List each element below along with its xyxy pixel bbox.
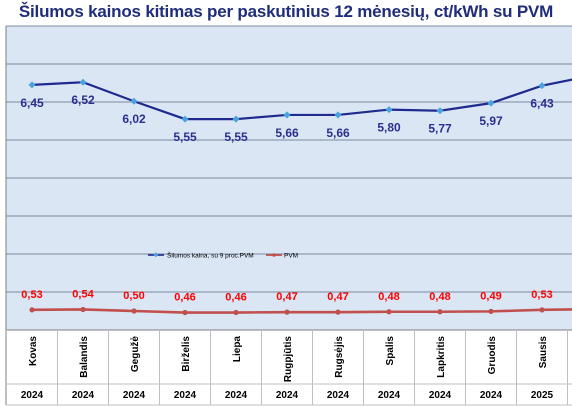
category-labels: Kovas 2024 Balandis 2024 Gegužė 2024 Birželis 2… [21,336,554,401]
data-point [334,111,342,119]
data-point [80,306,86,313]
data-label: 0,50 [123,290,144,302]
year-label: 2024 [174,390,197,401]
data-label: 5,80 [377,121,401,135]
data-label: 5,77 [428,122,452,136]
data-point [232,115,240,123]
data-label: 0,46 [174,292,195,304]
year-label: 2025 [531,390,554,401]
x-tick-label: Spalis [385,336,396,366]
year-label: 2024 [378,390,401,401]
legend-label-heat-price: Šilumos kaina, su 9 proc.PVM [167,251,254,260]
data-point [488,308,494,314]
data-point [437,309,443,315]
data-label: 0,47 [327,291,348,303]
data-point [386,309,392,315]
data-point [436,107,444,115]
data-point [284,309,290,315]
data-label: 0,53 [21,289,42,301]
legend-marker [272,253,276,257]
year-label: 2024 [429,390,452,401]
x-tick-label: Balandis [79,336,90,378]
x-tick-label: Gruodis [487,336,498,375]
series-vat: 0,53 0,54 0,50 0,46 0,46 0,47 0,47 0,48 0,48 0,49… [21,288,572,316]
data-point [539,307,545,313]
year-label: 2024 [123,390,146,401]
data-label: 0,47 [276,291,297,303]
data-point [29,307,35,313]
year-label: 2024 [327,390,350,401]
data-label: 5,55 [173,130,197,144]
data-label: 5,66 [326,126,350,140]
x-tick-label: Rugsėjis [334,336,345,378]
legend: Šilumos kaina, su 9 proc.PVM PVM [148,251,298,260]
data-point [130,97,138,105]
data-label: 0,48 [378,291,399,303]
data-label: 0,48 [429,291,450,303]
x-tick-label: Lapkritis [436,336,447,378]
data-point [131,308,137,314]
data-point [335,309,341,315]
data-label: 0,46 [225,292,246,304]
x-tick-label: Rugpjūtis [283,336,294,383]
data-label: 6,45 [20,96,44,110]
data-label: 0,49 [480,290,501,302]
x-tick-label: Birželis [181,336,192,372]
data-label: 0,54 [72,288,94,300]
data-point [385,106,393,114]
data-label: 5,97 [479,114,503,128]
data-label: 6,02 [122,112,146,126]
series-layer: 6,45 6,52 6,02 5,55 5,55 5,66 5,66 5,80 5,77 5,97… [20,78,572,316]
x-tick-label: Sausis [538,336,549,369]
x-tick-label: Gegužė [130,336,141,373]
year-label: 2024 [480,390,503,401]
data-point [487,99,495,107]
data-point [181,115,189,123]
year-label: 2024 [276,390,299,401]
data-label: 5,55 [224,130,248,144]
series-line [31,308,572,314]
axis-lines [5,26,572,406]
data-point [182,309,188,316]
legend-label-vat: PVM [284,253,298,260]
x-tick-label: Liepa [232,336,243,363]
chart-title: Šilumos kainos kitimas per paskutinius 1… [18,2,554,21]
data-label: 6,43 [530,97,554,111]
year-label: 2024 [21,390,44,401]
year-label: 2024 [72,390,95,401]
x-tick-label: Kovas [28,336,39,366]
series-heat-price: 6,45 6,52 6,02 5,55 5,55 5,66 5,66 5,80 5,77 5,97… [20,78,572,144]
data-label: 5,66 [275,126,299,140]
series-line [31,78,572,121]
data-point [233,309,239,316]
data-point [283,111,291,119]
data-point [538,82,546,90]
data-label: 0,53 [531,289,552,301]
legend-marker [153,252,159,258]
data-point [79,78,87,86]
year-label: 2024 [225,390,248,401]
data-label: 6,52 [71,93,95,107]
